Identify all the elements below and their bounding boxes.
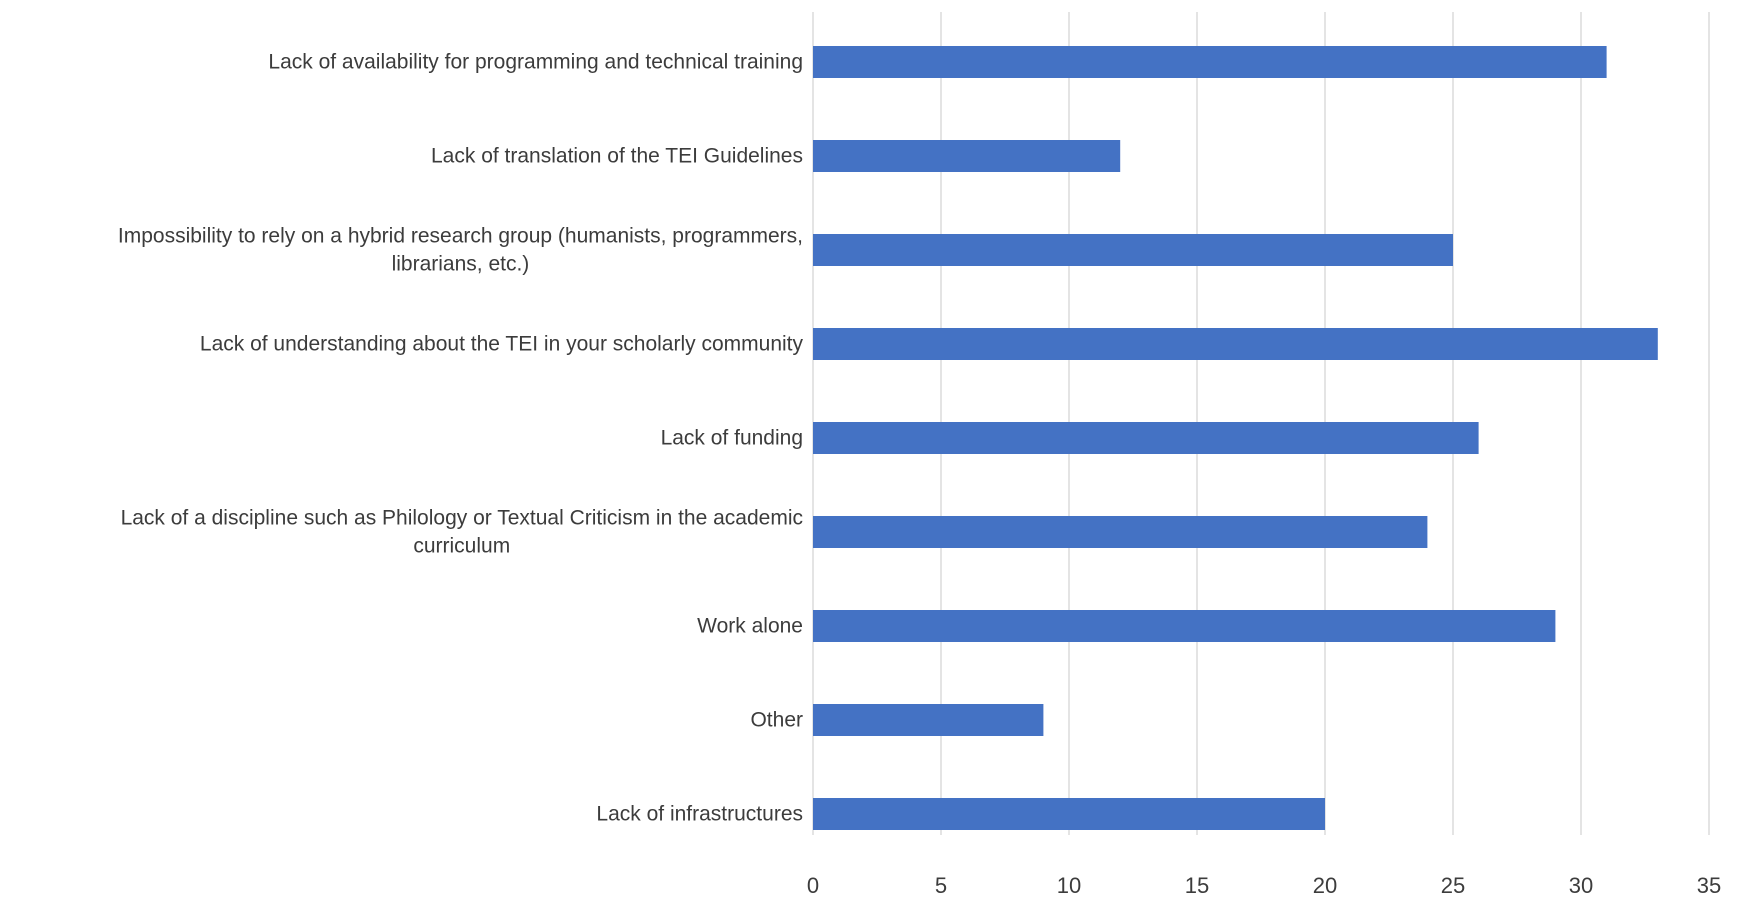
category-label-line: librarians, etc.) bbox=[392, 253, 530, 276]
bar bbox=[813, 328, 1658, 360]
category-label: Lack of availability for programming and… bbox=[268, 51, 803, 74]
category-label: Lack of translation of the TEI Guideline… bbox=[431, 145, 803, 168]
bar bbox=[813, 46, 1607, 78]
category-label: Other bbox=[750, 709, 803, 732]
bar bbox=[813, 422, 1479, 454]
category-label-line: curriculum bbox=[413, 535, 510, 558]
x-tick-label: 5 bbox=[935, 873, 947, 898]
category-label: Lack of a discipline such as Philology o… bbox=[121, 507, 803, 530]
category-label: Work alone bbox=[697, 615, 803, 638]
bar bbox=[813, 798, 1325, 830]
x-tick-label: 30 bbox=[1569, 873, 1593, 898]
x-tick-label: 15 bbox=[1185, 873, 1209, 898]
bar bbox=[813, 516, 1428, 548]
x-tick-label: 35 bbox=[1697, 873, 1721, 898]
x-axis-ticks: 0 5 10 15 20 25 30 35 bbox=[807, 873, 1721, 898]
x-tick-label: 25 bbox=[1441, 873, 1465, 898]
category-label: Lack of infrastructures bbox=[596, 803, 803, 826]
bar bbox=[813, 610, 1556, 642]
category-label: Impossibility to rely on a hybrid resear… bbox=[118, 225, 803, 248]
bar bbox=[813, 704, 1044, 736]
bar bbox=[813, 140, 1121, 172]
category-label: Lack of understanding about the TEI in y… bbox=[200, 333, 804, 356]
x-tick-label: 10 bbox=[1057, 873, 1081, 898]
category-labels: Lack of availability for programming and… bbox=[118, 51, 804, 826]
bars bbox=[813, 46, 1658, 830]
category-label: Lack of funding bbox=[661, 427, 803, 450]
bar bbox=[813, 234, 1453, 266]
x-tick-label: 20 bbox=[1313, 873, 1337, 898]
x-tick-label: 0 bbox=[807, 873, 819, 898]
